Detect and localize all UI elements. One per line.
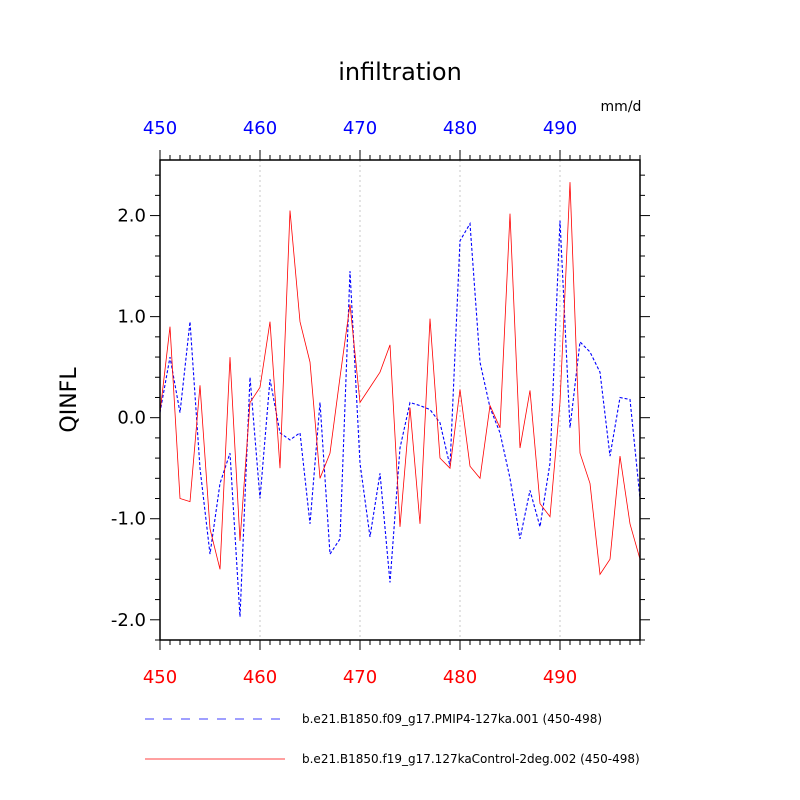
x-tick-label-top: 470 — [343, 118, 377, 139]
legend: b.e21.B1850.f09_g17.PMIP4-127ka.001 (450… — [145, 712, 640, 766]
x-tick-label-top: 460 — [243, 118, 277, 139]
series-line-1 — [159, 182, 641, 576]
x-tick-label-bottom: 490 — [543, 667, 577, 688]
x-tick-label-top: 450 — [143, 118, 177, 139]
tick-labels: 450 450 460 460 470 470 480 480 490 490 -2.0 -1.0 0.… — [111, 118, 577, 688]
y-tick-label: -1.0 — [111, 509, 146, 530]
units-label: mm/d — [601, 99, 642, 115]
x-tick-label-top: 490 — [543, 118, 577, 139]
x-tick-label-bottom: 480 — [443, 667, 477, 688]
legend-label-127ka-control: b.e21.B1850.f19_g17.127kaControl-2deg.00… — [302, 752, 640, 766]
plot-frame — [159, 159, 641, 641]
gridlines — [259, 160, 561, 640]
x-tick-label-bottom: 460 — [243, 667, 277, 688]
y-axis-label: QINFL — [57, 367, 82, 433]
x-tick-label-bottom: 450 — [143, 667, 177, 688]
series-lines — [159, 182, 641, 617]
y-tick-label: -2.0 — [111, 610, 146, 631]
y-tick-label: 0.0 — [117, 408, 146, 429]
y-tick-label: 2.0 — [117, 206, 146, 227]
legend-label-pmip4: b.e21.B1850.f09_g17.PMIP4-127ka.001 (450… — [302, 712, 602, 726]
chart-title: infiltration — [338, 58, 462, 86]
axis-ticks — [150, 150, 650, 650]
x-tick-label-bottom: 470 — [343, 667, 377, 688]
x-tick-label-top: 480 — [443, 118, 477, 139]
y-tick-label: 1.0 — [117, 307, 146, 328]
series-line-0 — [159, 220, 641, 617]
